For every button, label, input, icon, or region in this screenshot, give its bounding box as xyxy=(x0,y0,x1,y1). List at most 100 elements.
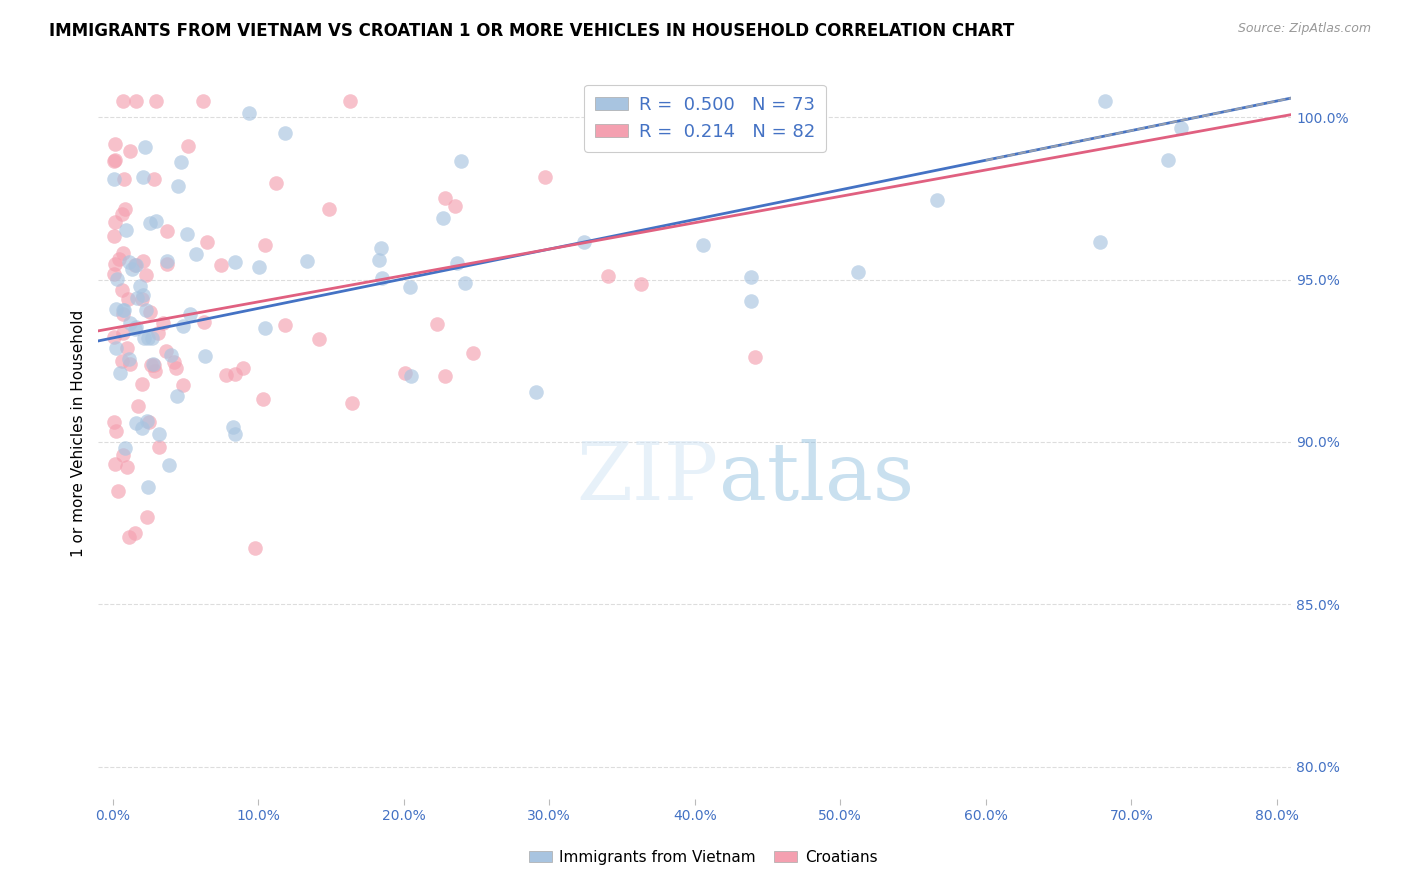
Point xyxy=(125,292,148,306)
Point xyxy=(184,247,207,261)
Point xyxy=(118,144,141,158)
Point xyxy=(143,364,166,378)
Point xyxy=(274,126,297,140)
Point xyxy=(146,326,169,341)
Point xyxy=(132,288,155,302)
Point xyxy=(444,199,467,213)
Point xyxy=(111,283,134,297)
Point xyxy=(115,223,138,237)
Point xyxy=(624,94,647,108)
Point xyxy=(232,360,254,375)
Point xyxy=(148,427,170,442)
Point xyxy=(308,333,330,347)
Point xyxy=(135,268,157,282)
Point xyxy=(115,460,138,475)
Point xyxy=(136,331,159,345)
Point xyxy=(399,280,422,294)
Point xyxy=(1170,120,1192,135)
Point xyxy=(209,258,232,272)
Point xyxy=(118,530,141,544)
Point xyxy=(110,354,132,368)
Point xyxy=(598,268,620,283)
Point xyxy=(128,279,150,293)
Point xyxy=(167,179,190,194)
Point xyxy=(104,153,127,168)
Point xyxy=(195,235,218,249)
Point xyxy=(433,191,456,205)
Point xyxy=(156,224,179,238)
Point xyxy=(141,358,163,372)
Text: atlas: atlas xyxy=(718,439,914,516)
Point xyxy=(339,94,361,108)
Point xyxy=(136,414,159,428)
Point xyxy=(105,341,128,355)
Point xyxy=(124,258,146,272)
Point xyxy=(135,510,157,524)
Point xyxy=(1090,235,1112,250)
Point xyxy=(238,105,260,120)
Point xyxy=(179,307,201,321)
Point xyxy=(394,367,416,381)
Point xyxy=(125,258,148,272)
Point xyxy=(176,227,198,241)
Point xyxy=(121,262,143,277)
Point xyxy=(124,525,146,540)
Point xyxy=(131,292,153,306)
Point xyxy=(155,343,177,358)
Point xyxy=(572,235,595,250)
Point xyxy=(342,396,364,410)
Point xyxy=(143,358,166,372)
Point xyxy=(132,330,155,344)
Point xyxy=(117,255,139,269)
Point xyxy=(142,357,165,371)
Point xyxy=(105,272,128,286)
Point xyxy=(252,392,274,406)
Point xyxy=(367,253,389,268)
Point xyxy=(630,277,652,291)
Point xyxy=(135,303,157,318)
Point xyxy=(744,351,766,365)
Point xyxy=(103,172,125,186)
Point xyxy=(112,171,135,186)
Point xyxy=(165,361,187,376)
Point xyxy=(224,255,246,269)
Point xyxy=(125,416,148,430)
Point xyxy=(112,326,135,341)
Y-axis label: 1 or more Vehicles in Household: 1 or more Vehicles in Household xyxy=(72,310,86,558)
Point xyxy=(114,202,136,216)
Point xyxy=(524,385,547,400)
Point xyxy=(370,241,392,255)
Point xyxy=(139,305,162,319)
Point xyxy=(108,366,131,380)
Point xyxy=(112,448,135,462)
Point xyxy=(222,419,245,434)
Point xyxy=(103,268,125,282)
Point xyxy=(112,303,135,318)
Point xyxy=(253,237,276,252)
Point xyxy=(139,216,162,230)
Point xyxy=(254,321,277,335)
Point xyxy=(145,213,167,227)
Point xyxy=(103,229,125,244)
Point xyxy=(453,276,475,290)
Point xyxy=(105,301,128,316)
Point xyxy=(318,202,340,216)
Point xyxy=(118,316,141,330)
Point xyxy=(104,257,127,271)
Point xyxy=(118,357,141,371)
Point xyxy=(740,269,762,284)
Point xyxy=(245,541,267,556)
Point xyxy=(172,319,194,334)
Point xyxy=(399,369,422,384)
Point xyxy=(461,346,484,360)
Point xyxy=(692,238,714,252)
Point xyxy=(295,254,318,268)
Point xyxy=(215,368,238,382)
Point xyxy=(114,442,136,456)
Point xyxy=(740,293,762,308)
Point xyxy=(107,252,129,267)
Point xyxy=(1157,153,1180,168)
Point xyxy=(103,415,125,429)
Point xyxy=(104,136,127,151)
Point xyxy=(162,355,184,369)
